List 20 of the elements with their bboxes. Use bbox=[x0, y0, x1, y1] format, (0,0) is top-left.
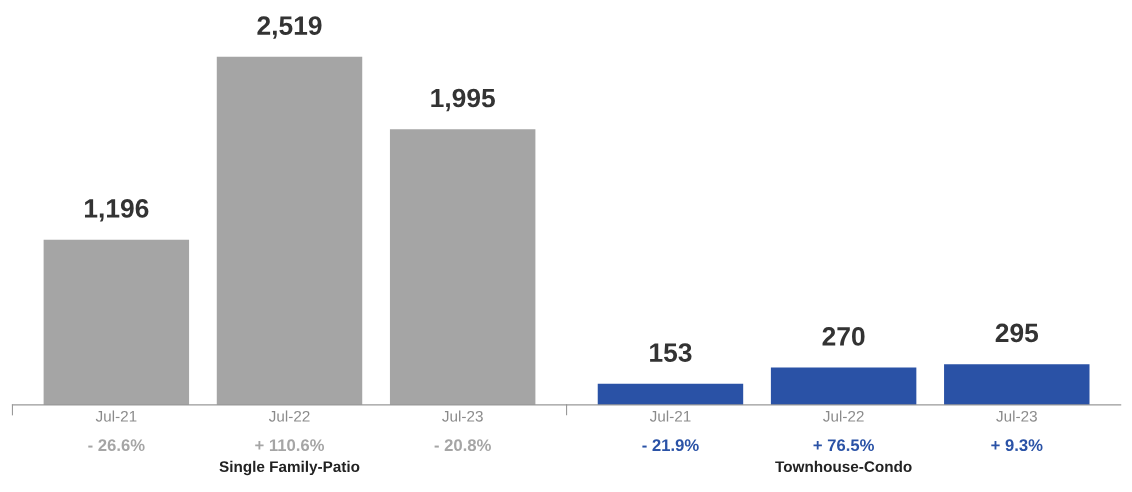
x-tick-label: Jul-23 bbox=[442, 410, 483, 422]
data-label: 270 bbox=[822, 327, 865, 346]
text: + 76.5% bbox=[813, 439, 874, 452]
x-tick-label: Jul-21 bbox=[95, 410, 137, 422]
text: + 9.3% bbox=[991, 439, 1043, 452]
x-tick-label: Jul-21 bbox=[649, 410, 691, 422]
x-axis-title: Single Family-Patio bbox=[219, 460, 360, 476]
text: - 21.9% bbox=[642, 439, 699, 452]
data-label: 2,519 bbox=[257, 16, 322, 39]
x-tick-label: Jul-23 bbox=[996, 410, 1037, 422]
x-tick-label: Jul-22 bbox=[268, 410, 310, 422]
data-label: 1,995 bbox=[431, 88, 495, 112]
text: - 26.6% bbox=[88, 439, 145, 452]
text: - 20.8% bbox=[434, 439, 491, 452]
x-tick-label: Jul-22 bbox=[823, 410, 864, 422]
data-label: 153 bbox=[650, 343, 692, 362]
text: + 110.6% bbox=[255, 439, 325, 452]
data-label: 1,196 bbox=[85, 199, 149, 222]
data-label: 295 bbox=[995, 323, 1039, 343]
x-axis-title: Townhouse-Condo bbox=[775, 460, 912, 473]
